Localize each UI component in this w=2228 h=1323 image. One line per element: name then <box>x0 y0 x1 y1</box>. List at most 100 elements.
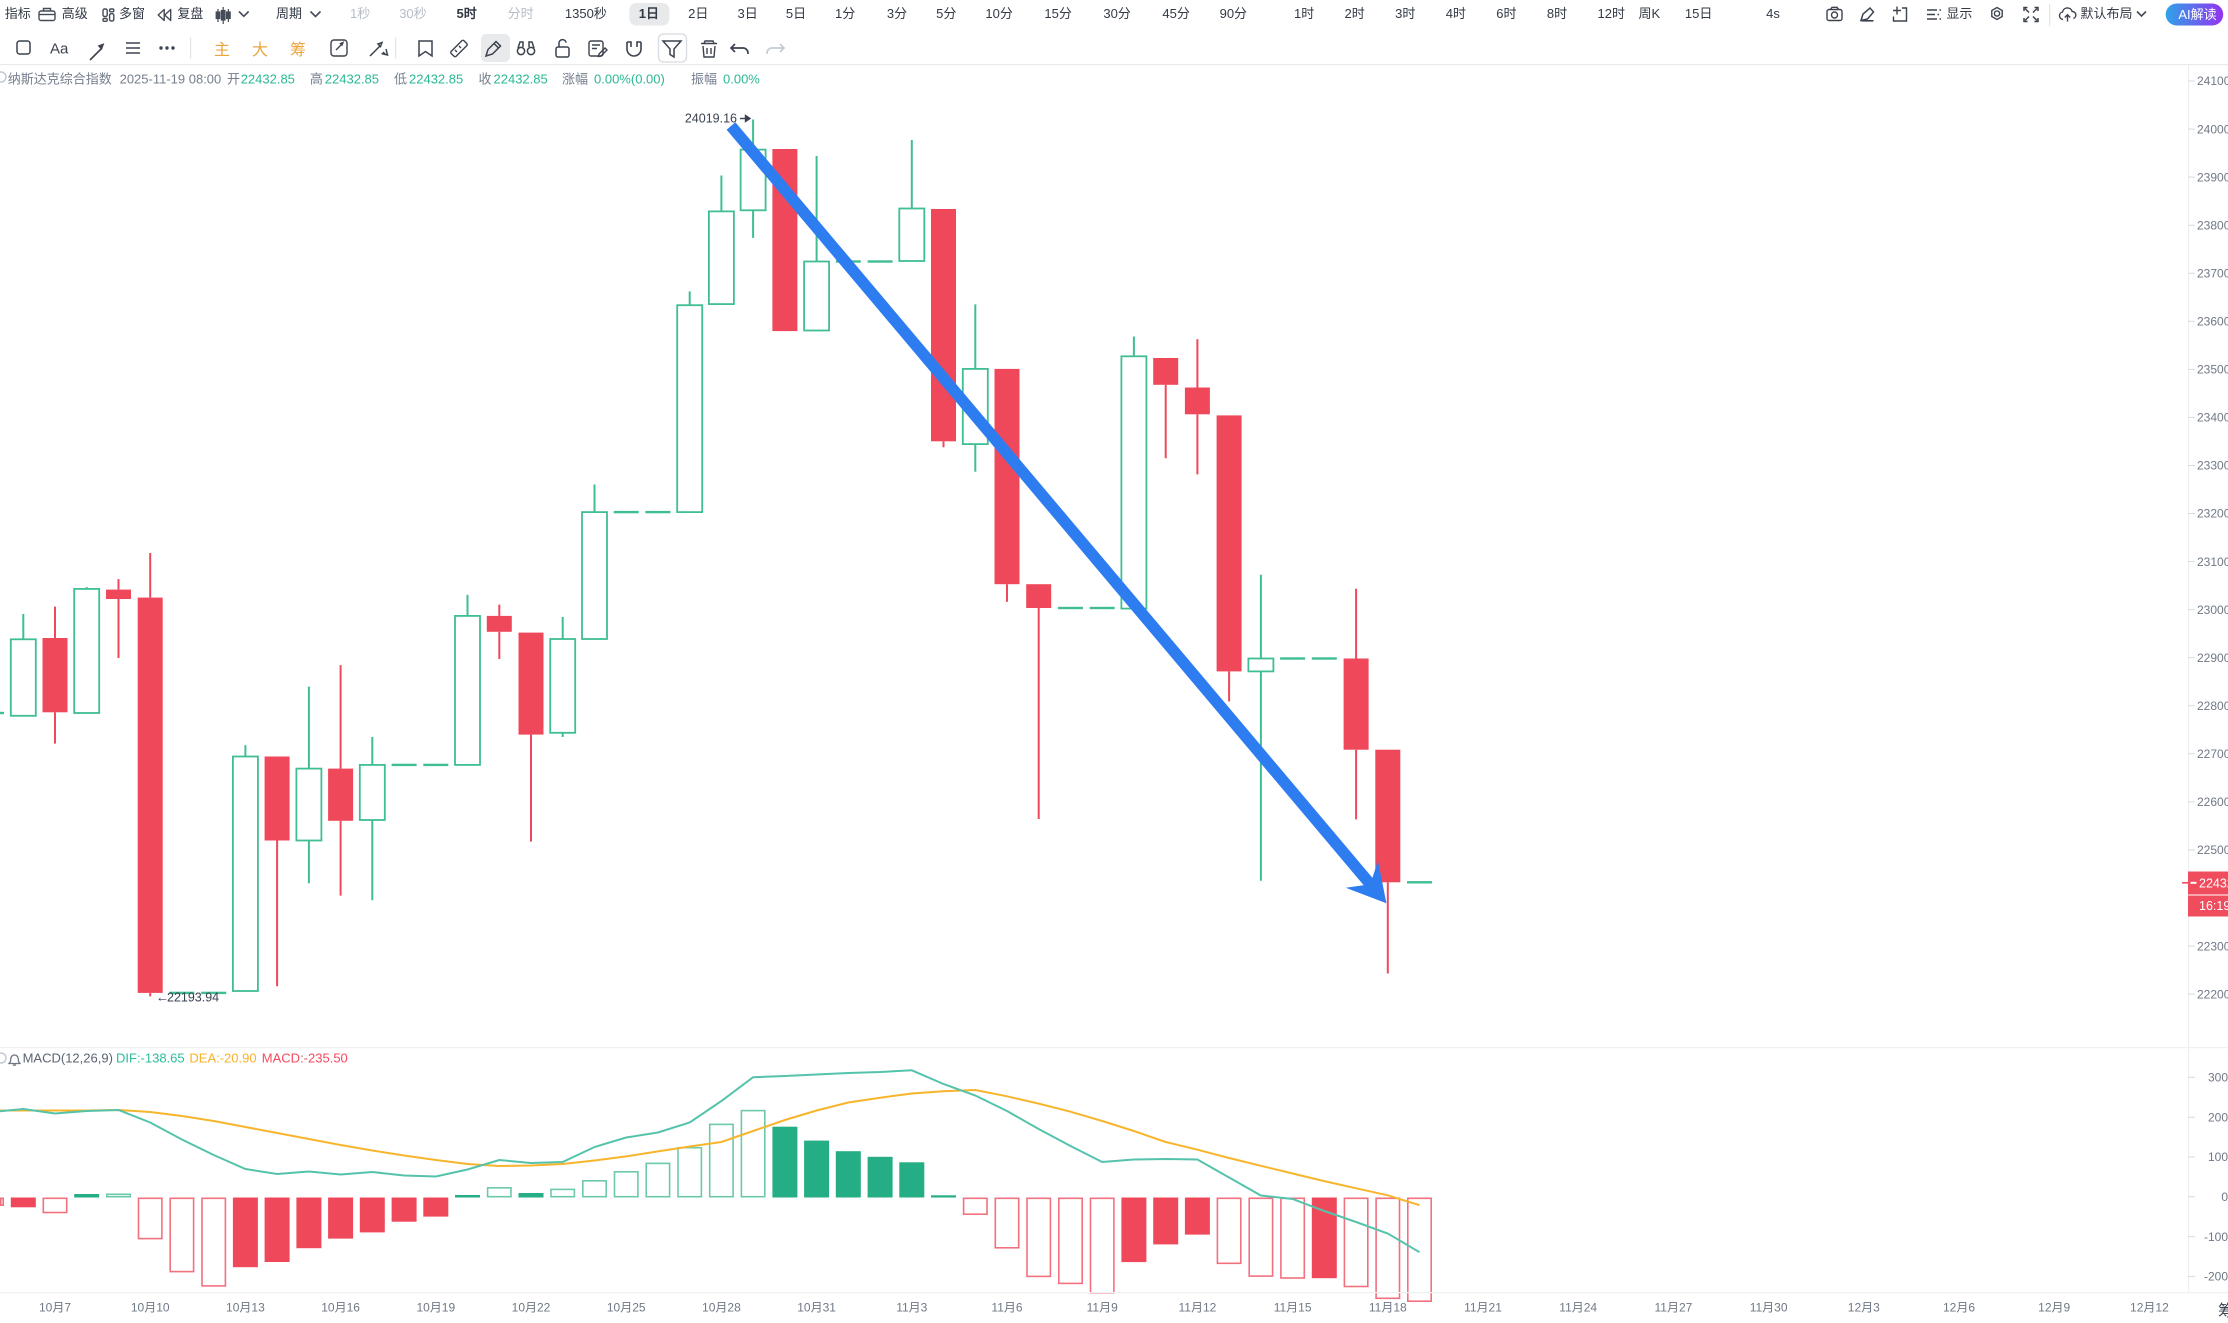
svg-text:主: 主 <box>214 41 230 59</box>
svg-text:10月28: 10月28 <box>702 1301 741 1315</box>
svg-text:10月22: 10月22 <box>512 1301 551 1315</box>
svg-text:30分: 30分 <box>1103 6 1130 21</box>
svg-text:11月30: 11月30 <box>1750 1301 1788 1315</box>
svg-text:22432.85: 22432.85 <box>494 72 548 87</box>
svg-text:10月7: 10月7 <box>39 1301 71 1315</box>
svg-text:分时: 分时 <box>508 6 534 21</box>
svg-text:12月3: 12月3 <box>1848 1301 1880 1315</box>
svg-text:10月25: 10月25 <box>607 1301 646 1315</box>
svg-text:23100: 23100 <box>2197 555 2228 569</box>
svg-text:0.00%: 0.00% <box>723 72 760 87</box>
svg-text:3时: 3时 <box>1395 6 1415 21</box>
svg-text:纳斯达克综合指数: 纳斯达克综合指数 <box>8 72 112 87</box>
svg-text:11月21: 11月21 <box>1464 1301 1502 1315</box>
svg-text:3日: 3日 <box>738 6 758 21</box>
svg-text:45分: 45分 <box>1162 6 1189 21</box>
svg-text:周期: 周期 <box>276 6 302 21</box>
svg-text:显示: 显示 <box>1946 6 1972 21</box>
svg-text:0.0: 0.0 <box>2221 1190 2228 1204</box>
svg-text:22800: 22800 <box>2197 699 2228 713</box>
svg-text:默认布局: 默认布局 <box>2081 6 2133 21</box>
svg-text:100.0: 100.0 <box>2208 1150 2228 1164</box>
svg-text:23400: 23400 <box>2197 411 2228 425</box>
svg-text:0.00%(0.00): 0.00%(0.00) <box>594 72 665 87</box>
svg-text:MACD(12,26,9): MACD(12,26,9) <box>23 1051 113 1066</box>
svg-text:收: 收 <box>479 72 492 87</box>
svg-text:8时: 8时 <box>1547 6 1567 21</box>
svg-text:振幅: 振幅 <box>691 72 717 87</box>
svg-text:23300: 23300 <box>2197 459 2228 473</box>
svg-text:4s: 4s <box>1766 6 1780 21</box>
svg-text:Aa: Aa <box>50 41 69 58</box>
svg-text:10月19: 10月19 <box>416 1301 455 1315</box>
svg-text:低: 低 <box>394 72 407 87</box>
svg-text:11月12: 11月12 <box>1178 1301 1216 1315</box>
svg-text:1分: 1分 <box>835 6 855 21</box>
svg-text:大: 大 <box>252 41 268 59</box>
svg-text:23600: 23600 <box>2197 315 2228 329</box>
svg-text:MACD:-235.50: MACD:-235.50 <box>262 1051 348 1066</box>
svg-text:15分: 15分 <box>1044 6 1071 21</box>
svg-text:22200: 22200 <box>2197 987 2228 1001</box>
svg-text:高级: 高级 <box>62 6 88 21</box>
svg-text:11月9: 11月9 <box>1087 1301 1118 1315</box>
svg-text:22900: 22900 <box>2197 651 2228 665</box>
svg-text:筹: 筹 <box>290 41 306 59</box>
svg-text:10月13: 10月13 <box>226 1301 265 1315</box>
svg-text:1日: 1日 <box>639 6 659 21</box>
svg-text:涨幅: 涨幅 <box>562 72 588 87</box>
svg-text:复盘: 复盘 <box>177 6 203 21</box>
svg-text:22500: 22500 <box>2197 843 2228 857</box>
svg-text:2时: 2时 <box>1345 6 1365 21</box>
svg-text:3分: 3分 <box>887 6 907 21</box>
svg-text:12月6: 12月6 <box>1943 1301 1975 1315</box>
svg-text:DIF:-138.65: DIF:-138.65 <box>116 1051 185 1066</box>
svg-text:10月31: 10月31 <box>797 1301 836 1315</box>
svg-text:-200.0: -200.0 <box>2204 1270 2228 1284</box>
svg-text:5时: 5时 <box>457 6 477 21</box>
svg-text:22300: 22300 <box>2197 939 2228 953</box>
svg-text:300.0: 300.0 <box>2208 1071 2228 1085</box>
svg-text:15日: 15日 <box>1685 6 1712 21</box>
svg-text:22600: 22600 <box>2197 795 2228 809</box>
svg-text:开: 开 <box>227 72 240 87</box>
svg-text:筹: 筹 <box>2218 1302 2228 1320</box>
svg-text:12时: 12时 <box>1598 6 1625 21</box>
svg-text:AI解读: AI解读 <box>2178 7 2216 22</box>
svg-text:-100.0: -100.0 <box>2204 1230 2228 1244</box>
svg-text:30秒: 30秒 <box>399 6 426 21</box>
svg-text:多窗: 多窗 <box>119 6 145 21</box>
svg-text:1秒: 1秒 <box>350 6 370 21</box>
svg-text:23500: 23500 <box>2197 363 2228 377</box>
svg-text:10月16: 10月16 <box>321 1301 360 1315</box>
svg-text:23800: 23800 <box>2197 218 2228 232</box>
svg-text:22700: 22700 <box>2197 747 2228 761</box>
svg-text:2日: 2日 <box>688 6 708 21</box>
svg-text:11月6: 11月6 <box>991 1301 1022 1315</box>
svg-text:←: ← <box>156 990 169 1005</box>
svg-text:22432.85: 22432.85 <box>2199 877 2228 891</box>
svg-text:10分: 10分 <box>985 6 1012 21</box>
svg-text:指标: 指标 <box>5 6 31 21</box>
svg-text:22432.85: 22432.85 <box>409 72 463 87</box>
svg-text:24000: 24000 <box>2197 122 2228 136</box>
svg-text:DEA:-20.90: DEA:-20.90 <box>189 1051 256 1066</box>
svg-text:11月24: 11月24 <box>1559 1301 1597 1315</box>
svg-text:4时: 4时 <box>1446 6 1466 21</box>
svg-text:90分: 90分 <box>1220 6 1247 21</box>
svg-text:22432.85: 22432.85 <box>325 72 379 87</box>
svg-text:11月3: 11月3 <box>896 1301 927 1315</box>
svg-text:10月10: 10月10 <box>131 1301 170 1315</box>
svg-text:6时: 6时 <box>1496 6 1516 21</box>
svg-text:24019.16: 24019.16 <box>685 112 737 126</box>
svg-text:24100: 24100 <box>2197 74 2228 88</box>
svg-text:5日: 5日 <box>786 6 806 21</box>
svg-text:200.0: 200.0 <box>2208 1110 2228 1124</box>
svg-text:23200: 23200 <box>2197 507 2228 521</box>
svg-text:16:19: 16:19 <box>2199 899 2228 913</box>
svg-text:22193.94: 22193.94 <box>167 991 219 1005</box>
svg-text:12月9: 12月9 <box>2038 1301 2070 1315</box>
svg-text:5分: 5分 <box>936 6 956 21</box>
svg-text:1时: 1时 <box>1294 6 1314 21</box>
svg-text:23000: 23000 <box>2197 603 2228 617</box>
